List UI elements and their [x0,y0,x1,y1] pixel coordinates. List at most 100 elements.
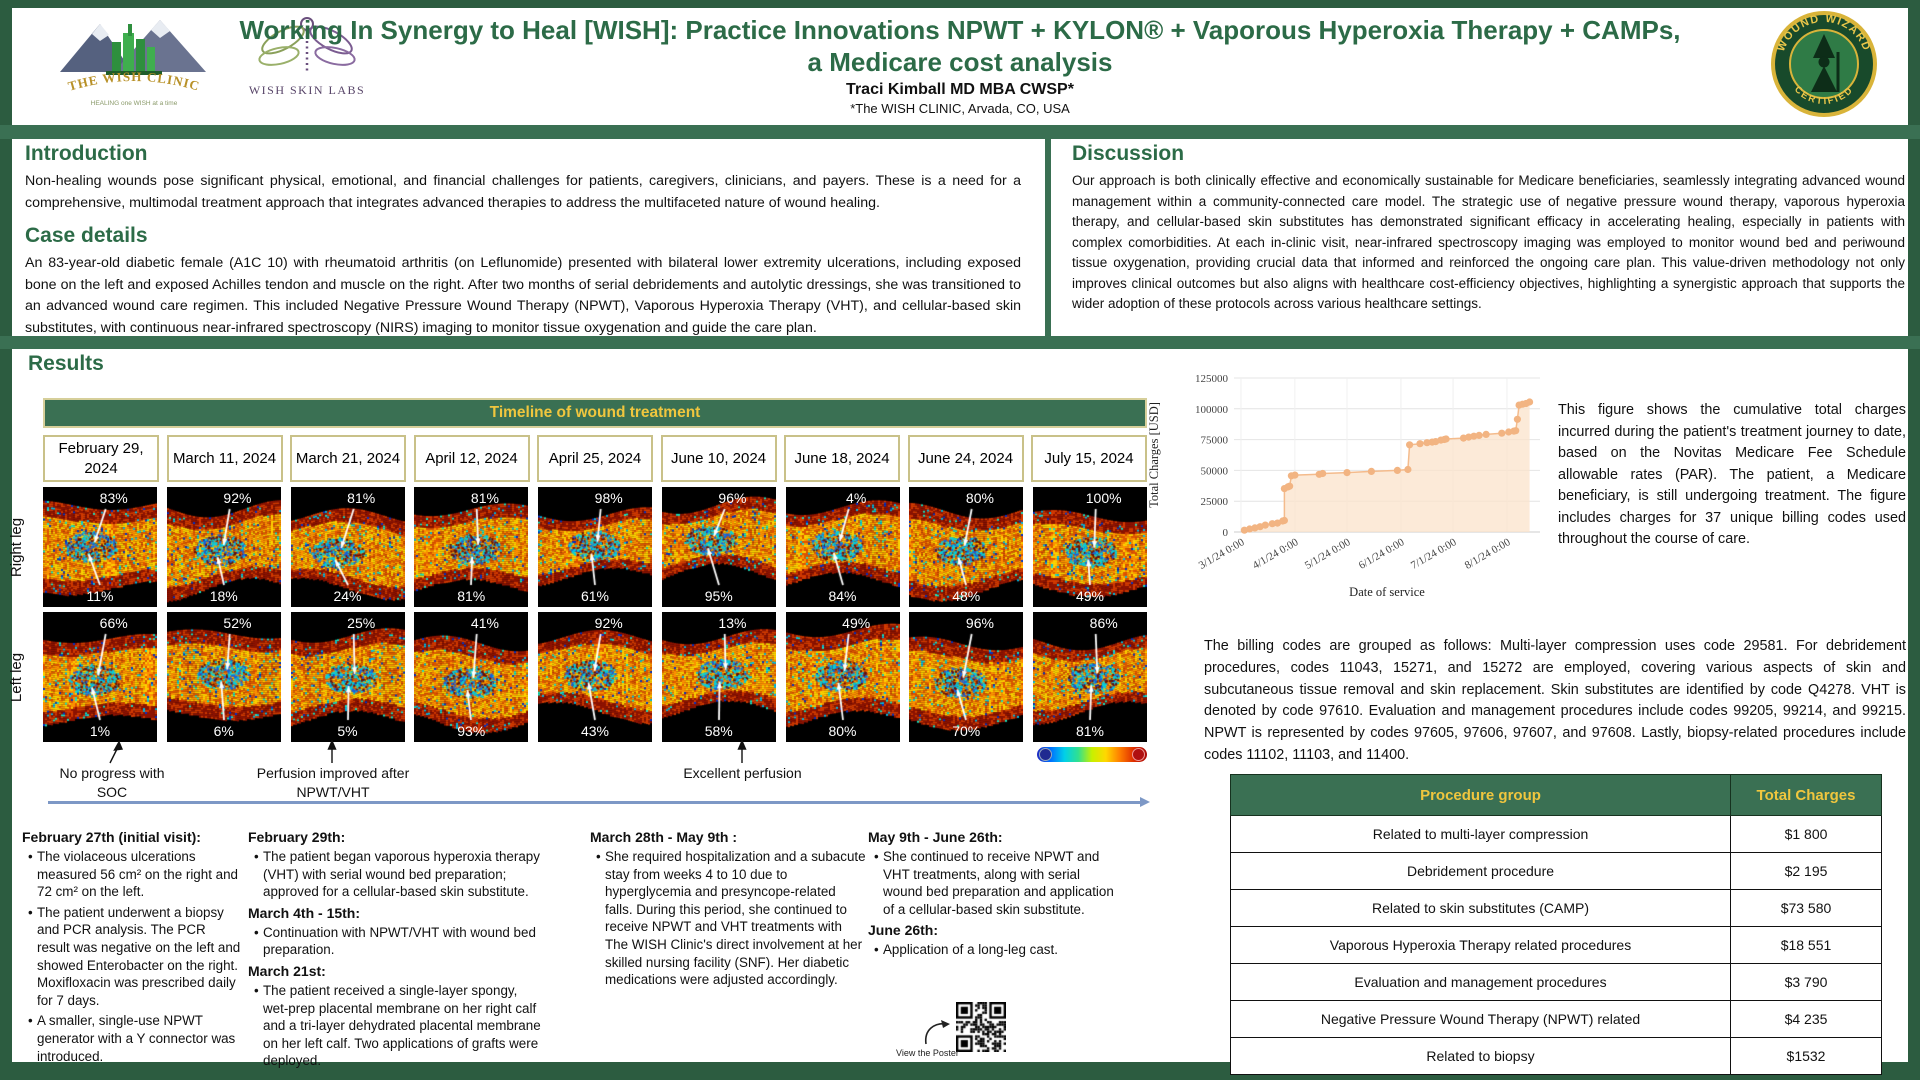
wound-nirs-image: 100% 49% [1033,487,1147,607]
perfusion-percent-top: 80% [923,490,1037,506]
perfusion-percent-bottom: 58% [662,723,776,739]
date-header: April 12, 2024 [414,435,530,482]
svg-text:75000: 75000 [1201,435,1229,447]
timeline-axis-arrow-icon [1140,797,1150,807]
perfusion-percent-bottom: 6% [167,723,281,739]
wound-nirs-image: 4% 84% [786,487,900,607]
column-divider [1045,139,1051,336]
event-item: Application of a long-leg cast. [868,941,1118,959]
timeline-of-wound-treatment: Timeline of wound treatment February 29,… [43,398,1147,742]
wound-nirs-image: 41% 93% [414,612,528,742]
perfusion-percent-bottom: 1% [43,723,157,739]
timeline-date-row: February 29, 2024 March 11, 2024 March 21,… [43,435,1147,482]
title-block: Working In Synergy to Heal [WISH]: Pract… [230,14,1690,116]
discussion-body: Our approach is both clinically effectiv… [1072,171,1905,315]
event-column: May 9th - June 26th: She continued to rec… [868,826,1118,962]
table-row: Related to multi-layer compression $1 800 [1231,816,1882,853]
case-details-body: An 83-year-old diabetic female (A1C 10) … [25,253,1021,339]
perfusion-percent-top: 66% [57,615,171,631]
perfusion-colorbar-legend [1037,747,1147,762]
perfusion-percent-top: 52% [180,615,294,631]
wound-nirs-image: 96% 95% [662,487,776,607]
svg-text:3/1/24 0:00: 3/1/24 0:00 [1197,536,1247,572]
perfusion-percent-top: 83% [57,490,171,506]
wound-nirs-image: 98% 61% [538,487,652,607]
wish-clinic-logo: THE WISH CLINIC HEALING one WISH at a ti… [52,12,217,117]
event-item: A smaller, single-use NPWT generator wit… [22,1012,242,1065]
date-header: June 10, 2024 [661,435,777,482]
total-charges-cell: $1 800 [1731,816,1882,853]
discussion-column: Discussion Our approach is both clinical… [1072,142,1905,325]
perfusion-percent-top: 92% [180,490,294,506]
right-leg-row-label: Right leg [2,487,32,607]
discussion-heading: Discussion [1072,142,1905,166]
perfusion-percent-bottom: 48% [909,588,1023,604]
annotation-no-progress: No progress with SOC [56,764,168,802]
perfusion-percent-top: 96% [923,615,1037,631]
timeline-axis-line [48,801,1140,804]
svg-text:4/1/24 0:00: 4/1/24 0:00 [1251,536,1301,572]
perfusion-percent-bottom: 43% [538,723,652,739]
total-charges-cell: $3 790 [1731,964,1882,1001]
billing-codes-paragraph: The billing codes are grouped as follows… [1204,636,1906,767]
wound-nirs-image: 66% 1% [43,612,157,742]
total-charges-cell: $2 195 [1731,853,1882,890]
wound-wizard-badge: WOUND WIZARD CERTIFIED [1768,8,1880,125]
perfusion-percent-bottom: 24% [291,588,405,604]
event-date-heading: May 9th - June 26th: [868,828,1118,846]
perfusion-percent-bottom: 49% [1033,588,1147,604]
perfusion-percent-top: 81% [304,490,418,506]
introduction-body: Non-healing wounds pose significant phys… [25,171,1021,214]
wound-nirs-image: 52% 6% [167,612,281,742]
date-header: March 21, 2024 [290,435,406,482]
charges-chart: 0 25000 50000 75000 100000 125000 3/1/24 0:00 4… [1146,366,1546,604]
wound-nirs-image: 92% 18% [167,487,281,607]
svg-text:25000: 25000 [1201,496,1229,508]
svg-text:7/1/24 0:00: 7/1/24 0:00 [1409,536,1459,572]
qr-code [956,1002,1006,1052]
right-leg-image-row: 83% 11% 92% 18% 81% 24% 81% 81% 98% 61% 96% 95% 4% 84… [43,487,1147,607]
event-item: She continued to receive NPWT and VHT tr… [868,848,1118,918]
frame-right [1908,0,1920,1080]
affiliation: *The WISH CLINIC, Arvada, CO, USA [230,101,1690,116]
wound-nirs-image: 86% 81% [1033,612,1147,742]
svg-text:6/1/24 0:00: 6/1/24 0:00 [1357,536,1407,572]
perfusion-percent-bottom: 93% [414,723,528,739]
event-date-heading: March 28th - May 9th : [590,828,866,846]
qr-arrow-icon [922,1014,956,1048]
perfusion-percent-bottom: 18% [167,588,281,604]
perfusion-percent-bottom: 5% [291,723,405,739]
perfusion-percent-top: 92% [552,615,666,631]
perfusion-percent-top: 25% [304,615,418,631]
perfusion-percent-top: 49% [799,615,913,631]
procedure-group-cell: Vaporous Hyperoxia Therapy related proce… [1231,927,1731,964]
wound-nirs-image: 80% 48% [909,487,1023,607]
annotation-excellent-perfusion: Excellent perfusion [680,764,805,783]
svg-text:Date of service: Date of service [1349,585,1425,599]
procedure-group-cell: Related to biopsy [1231,1038,1731,1075]
event-column: February 29th: The patient began vaporous… [248,826,542,1073]
cost-table-header-procedure-group: Procedure group [1231,775,1731,816]
event-item: The patient received a single-layer spon… [248,982,542,1070]
cost-table: Procedure group Total Charges Related to… [1230,774,1882,1075]
wound-nirs-image: 92% 43% [538,612,652,742]
wound-nirs-image: 81% 81% [414,487,528,607]
table-row: Vaporous Hyperoxia Therapy related proce… [1231,927,1882,964]
svg-text:Total Charges [USD]: Total Charges [USD] [1147,402,1161,508]
event-date-heading: February 27th (initial visit): [22,828,242,846]
table-row: Related to skin substitutes (CAMP) $73 58… [1231,890,1882,927]
date-header: July 15, 2024 [1031,435,1147,482]
colorbar-max-icon [1132,748,1145,761]
wound-nirs-image: 13% 58% [662,612,776,742]
header-divider-band [0,125,1920,139]
perfusion-percent-bottom: 70% [909,723,1023,739]
wound-nirs-image: 49% 80% [786,612,900,742]
svg-text:125000: 125000 [1195,373,1229,385]
svg-text:8/1/24 0:00: 8/1/24 0:00 [1463,536,1513,572]
event-date-heading: March 4th - 15th: [248,904,542,922]
table-row: Negative Pressure Wound Therapy (NPWT) r… [1231,1001,1882,1038]
perfusion-percent-top: 96% [675,490,789,506]
perfusion-percent-top: 98% [552,490,666,506]
perfusion-percent-top: 41% [428,615,542,631]
procedure-group-cell: Evaluation and management procedures [1231,964,1731,1001]
